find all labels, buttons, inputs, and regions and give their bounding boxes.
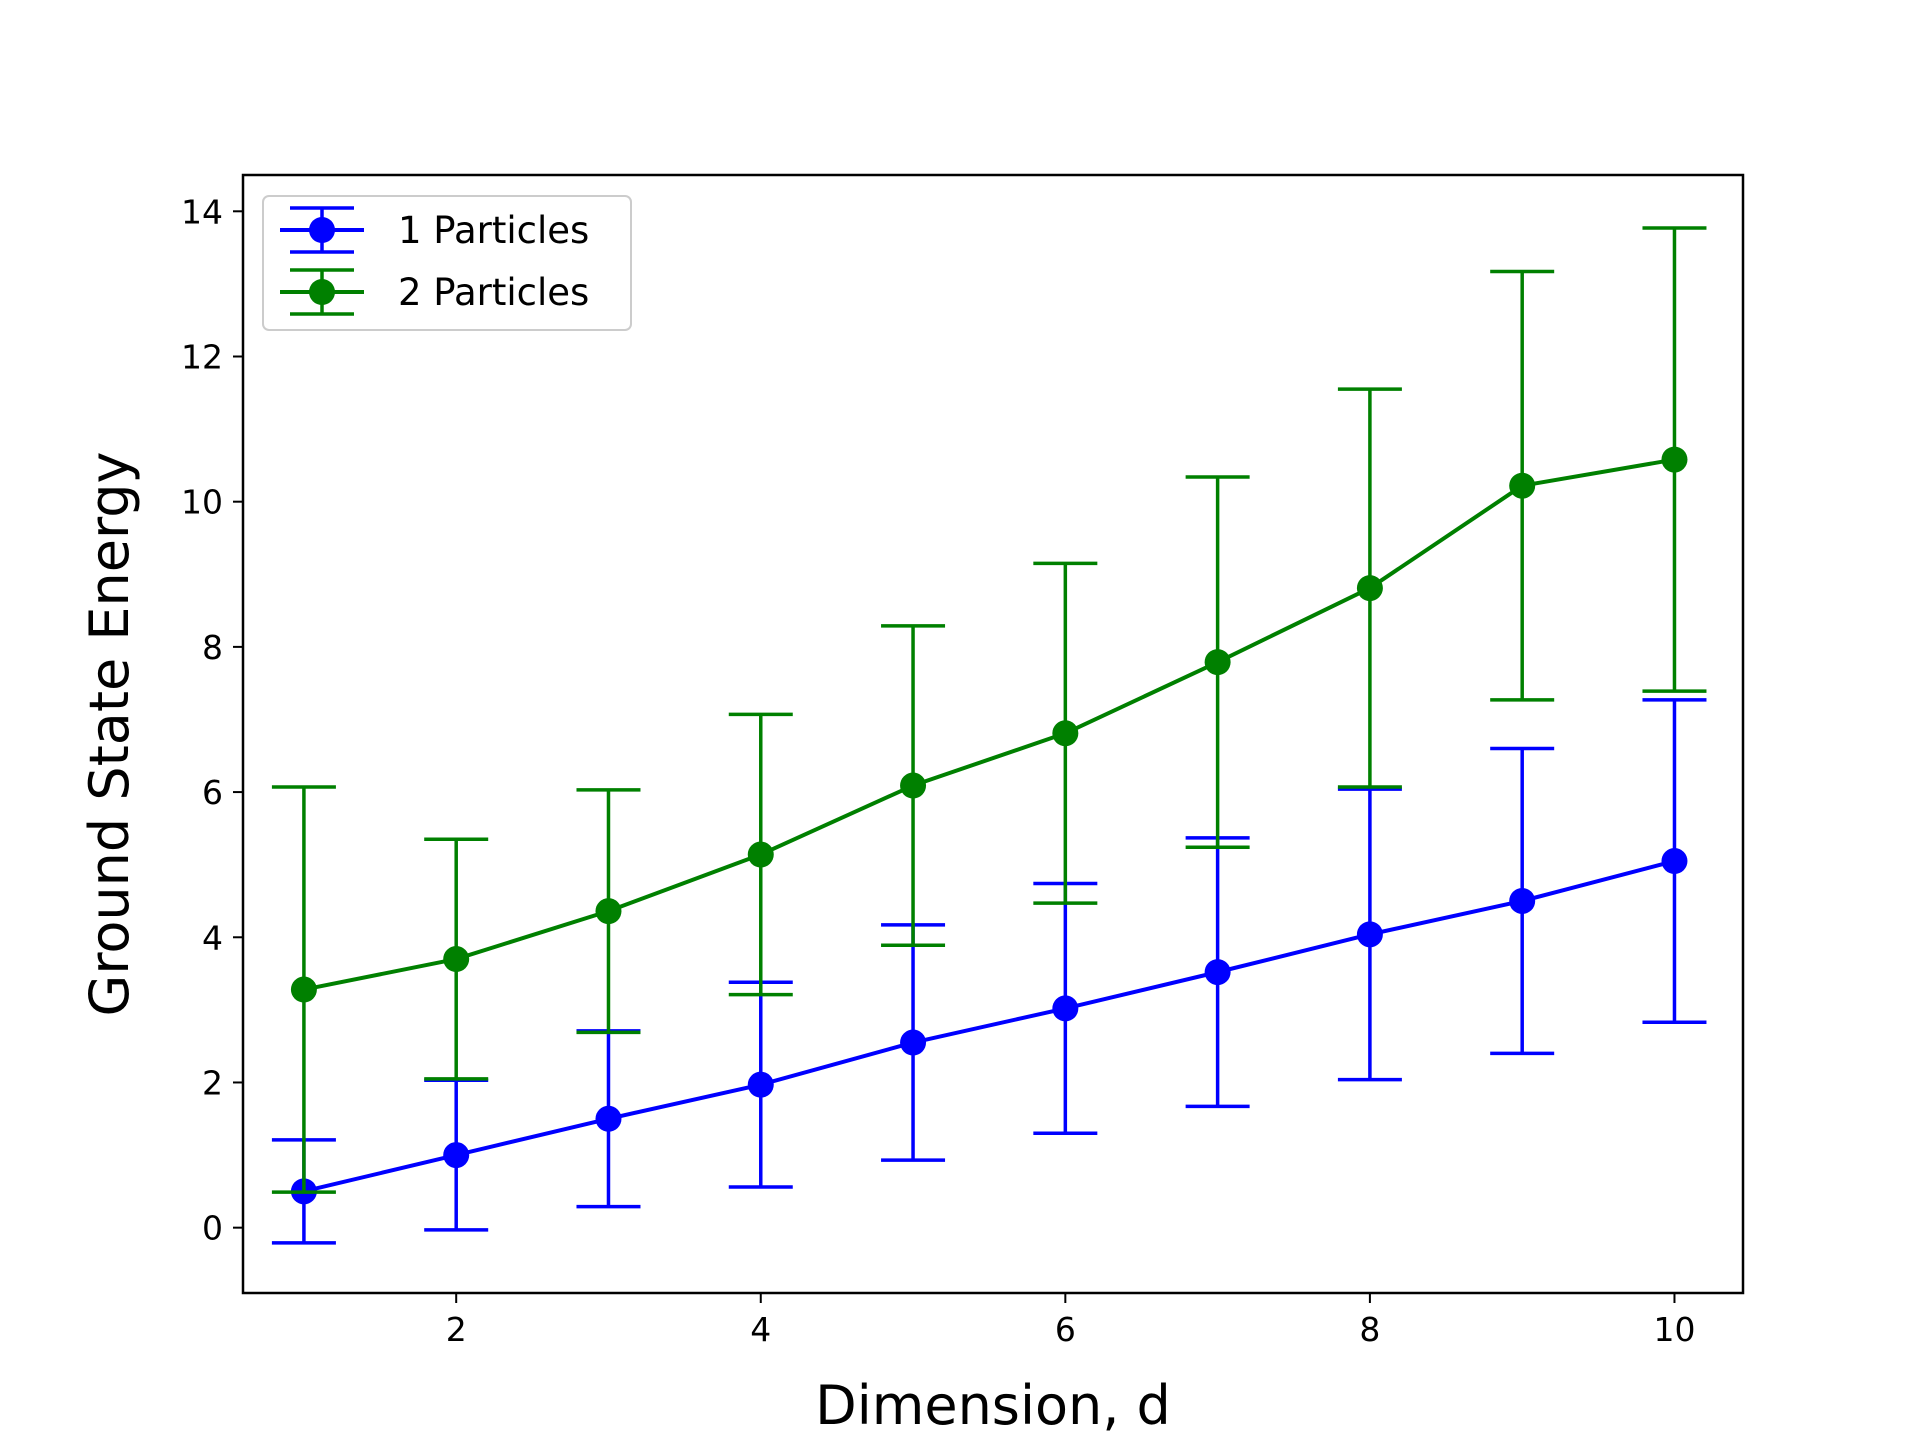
legend-marker: [309, 217, 335, 243]
data-point: [290, 976, 317, 1003]
legend-label: 1 Particles: [398, 209, 589, 252]
y-tick-label: 0: [202, 1209, 223, 1248]
plot-frame: [241, 173, 1745, 1295]
y-tick-label: 10: [181, 483, 223, 522]
data-point: [1356, 921, 1383, 948]
y-tick-label: 8: [202, 628, 223, 667]
y-tick-label: 2: [202, 1063, 223, 1102]
x-tick-label: 8: [1359, 1310, 1380, 1349]
legend: 1 Particles 2 Particles: [262, 195, 632, 331]
y-tick-label: 6: [202, 773, 223, 812]
data-point: [1204, 959, 1231, 986]
x-tick-label: 4: [750, 1310, 771, 1349]
data-point: [900, 1029, 927, 1056]
series-group: [271, 226, 1707, 1194]
data-point: [443, 946, 470, 973]
data-point: [747, 1071, 774, 1098]
x-tick-label: 2: [446, 1310, 467, 1349]
y-tick-label: 12: [181, 337, 223, 376]
data-point: [1509, 472, 1536, 499]
data-point: [595, 1105, 622, 1132]
x-tick-label: 10: [1653, 1310, 1695, 1349]
data-point: [1661, 848, 1688, 875]
data-point: [1509, 887, 1536, 914]
x-axis-label: Dimension, d: [815, 1374, 1171, 1437]
y-axis-label: Ground State Energy: [78, 452, 141, 1017]
data-point: [900, 772, 927, 799]
data-point: [1356, 575, 1383, 602]
data-point: [747, 841, 774, 868]
legend-label: 2 Particles: [398, 271, 589, 314]
series-layer: [271, 226, 1707, 1245]
y-tick-label: 14: [181, 192, 223, 231]
data-point: [1052, 995, 1079, 1022]
data-point: [595, 898, 622, 925]
data-point: [1204, 649, 1231, 676]
data-point: [1052, 720, 1079, 747]
ticks-layer: 2 4 6 8 10 0 2 4 6 8 10 12 14: [181, 192, 1695, 1349]
data-point: [443, 1142, 470, 1169]
legend-marker: [309, 279, 335, 305]
x-tick-label: 6: [1055, 1310, 1076, 1349]
data-point: [1661, 446, 1688, 473]
series-line: [303, 457, 1675, 992]
y-tick-label: 4: [202, 918, 223, 957]
series-line: [303, 859, 1675, 1194]
